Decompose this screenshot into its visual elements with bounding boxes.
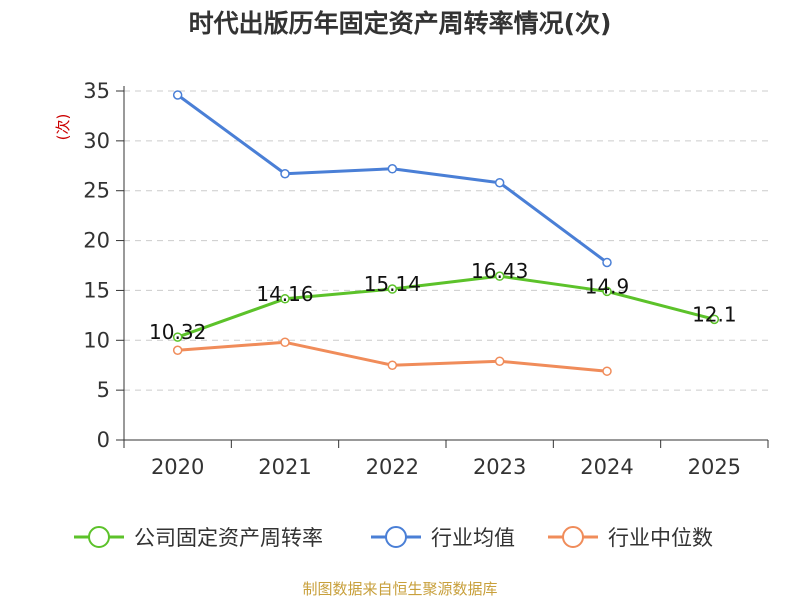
data-point xyxy=(709,314,720,325)
legend-marker xyxy=(88,526,110,548)
data-label: 15.14 xyxy=(364,272,421,296)
data-point xyxy=(387,164,398,174)
data-label: 10.32 xyxy=(149,320,206,344)
y-tick-label: 0 xyxy=(97,428,110,452)
data-point xyxy=(602,366,612,376)
data-point xyxy=(280,337,290,348)
y-tick-label: 20 xyxy=(83,229,110,253)
series xyxy=(172,90,720,376)
data-point xyxy=(172,332,183,342)
data-label: 14.16 xyxy=(256,282,313,306)
legend-marker xyxy=(385,526,407,548)
data-point xyxy=(387,284,398,294)
data-labels: 10.32 14.16 15.14 16.43 14.9 12.1 xyxy=(149,259,737,344)
data-label: 14.9 xyxy=(585,274,630,298)
legend-item: 行业均值 xyxy=(371,526,515,550)
source-note: 制图数据来自恒生聚源数据库 xyxy=(302,580,498,598)
legend: 公司固定资产周转率 行业均值 行业中位数 xyxy=(74,526,713,550)
y-tick-label: 5 xyxy=(97,378,110,402)
data-point xyxy=(280,169,290,179)
grid-lines xyxy=(124,90,768,391)
data-point xyxy=(494,356,505,366)
x-tick-label: 2021 xyxy=(258,455,311,479)
y-axis-label: (次) xyxy=(54,114,72,141)
data-point xyxy=(602,286,612,297)
legend-label: 行业均值 xyxy=(431,526,515,550)
data-point xyxy=(494,271,505,281)
legend-item: 公司固定资产周转率 xyxy=(74,526,323,550)
legend-label: 公司固定资产周转率 xyxy=(134,526,323,550)
data-point xyxy=(602,257,612,268)
series-line xyxy=(177,274,715,339)
data-point xyxy=(172,90,183,100)
legend-item: 行业中位数 xyxy=(548,526,713,550)
data-point xyxy=(172,345,183,356)
y-tick-label: 30 xyxy=(83,129,110,153)
legend-label: 行业中位数 xyxy=(608,526,713,550)
x-tick-label: 2024 xyxy=(580,455,633,479)
x-tick-label: 2022 xyxy=(366,455,419,479)
x-tick-label: 2020 xyxy=(151,455,204,479)
x-tick-label: 2023 xyxy=(473,455,526,479)
legend-marker xyxy=(562,526,584,548)
data-point xyxy=(387,360,398,370)
data-label: 16.43 xyxy=(471,259,528,283)
y-tick-label: 25 xyxy=(83,179,110,203)
chart-title: 时代出版历年固定资产周转率情况(次) xyxy=(188,9,612,38)
y-tick-label: 35 xyxy=(83,79,110,103)
data-label: 12.1 xyxy=(692,302,737,326)
y-tick-label: 10 xyxy=(83,328,110,352)
x-tick-label: 2025 xyxy=(688,455,741,479)
y-tick-label: 15 xyxy=(83,278,110,302)
data-point xyxy=(280,294,290,304)
data-point xyxy=(494,177,505,188)
series-line xyxy=(176,93,608,264)
